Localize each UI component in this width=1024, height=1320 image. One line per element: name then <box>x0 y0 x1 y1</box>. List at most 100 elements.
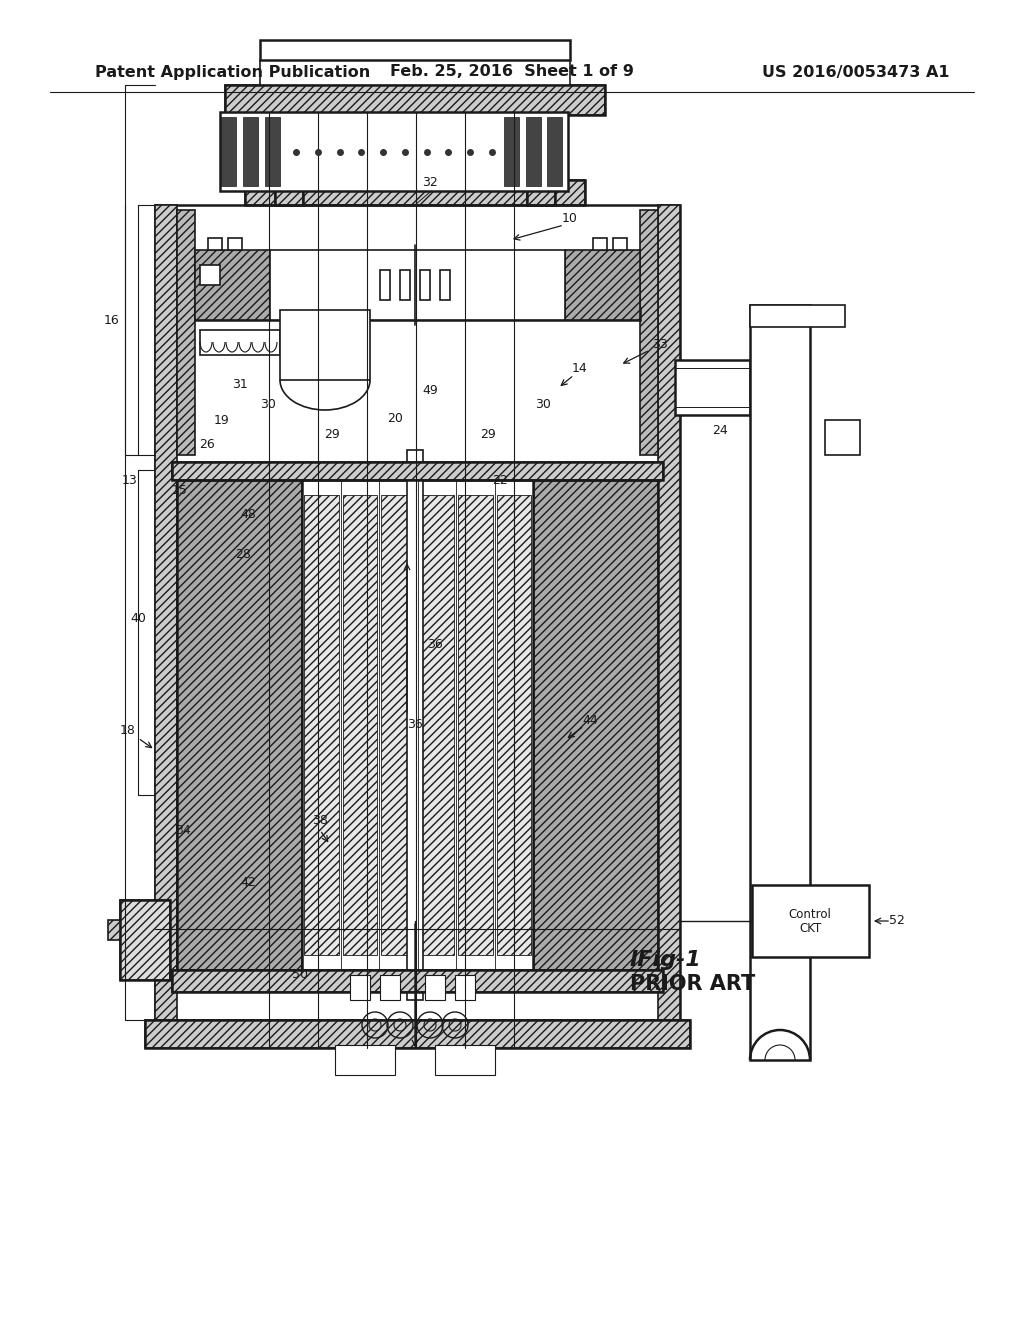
Bar <box>400 271 410 300</box>
Bar <box>380 271 390 300</box>
Bar <box>245 180 585 205</box>
Text: 44: 44 <box>582 714 598 726</box>
Bar <box>825 420 860 455</box>
Bar <box>260 59 570 84</box>
Text: 26: 26 <box>199 438 215 451</box>
Text: 52: 52 <box>889 915 905 928</box>
Bar <box>195 308 640 319</box>
Bar <box>303 115 527 123</box>
Bar <box>527 115 555 205</box>
Bar <box>220 112 568 191</box>
Text: 32: 32 <box>422 177 438 190</box>
Bar <box>640 210 658 455</box>
Text: 33: 33 <box>652 338 668 351</box>
Bar <box>120 900 170 979</box>
Bar <box>593 238 607 249</box>
Bar <box>504 117 519 186</box>
Text: 30: 30 <box>536 399 551 412</box>
Bar <box>228 238 242 249</box>
Bar <box>195 249 270 319</box>
Bar <box>225 84 605 115</box>
Text: 34: 34 <box>175 824 190 837</box>
Text: 30: 30 <box>260 399 275 412</box>
Bar <box>335 1045 395 1074</box>
Bar <box>527 115 555 205</box>
Bar <box>425 975 445 1001</box>
Text: 20: 20 <box>387 412 402 425</box>
Text: Patent Application Publication: Patent Application Publication <box>95 65 371 79</box>
Bar <box>342 495 377 954</box>
Text: 36: 36 <box>427 639 442 652</box>
Bar <box>565 249 640 319</box>
Bar <box>208 238 222 249</box>
Bar <box>225 84 605 115</box>
Bar <box>264 117 280 186</box>
Text: 15: 15 <box>172 483 188 496</box>
Bar <box>420 495 454 954</box>
Bar <box>675 360 750 414</box>
Bar <box>613 238 627 249</box>
Bar <box>172 970 663 993</box>
Bar <box>260 40 570 59</box>
Bar <box>172 462 663 480</box>
Bar <box>350 975 370 1001</box>
Bar <box>245 180 585 205</box>
Bar <box>440 271 450 300</box>
Text: 42: 42 <box>240 875 256 888</box>
Bar <box>381 495 416 954</box>
Bar <box>407 450 423 1001</box>
Bar <box>221 117 237 186</box>
Text: 40: 40 <box>130 611 146 624</box>
Text: 29: 29 <box>480 429 496 441</box>
Text: 28: 28 <box>236 549 251 561</box>
Bar <box>304 495 339 954</box>
Bar <box>177 480 302 970</box>
Bar <box>497 495 531 954</box>
Bar <box>458 495 493 954</box>
Polygon shape <box>200 265 220 285</box>
Text: Feb. 25, 2016  Sheet 1 of 9: Feb. 25, 2016 Sheet 1 of 9 <box>390 65 634 79</box>
Bar <box>750 305 845 327</box>
Text: 31: 31 <box>232 379 248 392</box>
Bar <box>200 330 280 355</box>
Text: 18: 18 <box>120 723 136 737</box>
Text: IFig-1: IFig-1 <box>630 950 701 970</box>
Bar <box>270 249 565 319</box>
Bar <box>108 920 120 940</box>
Text: 22: 22 <box>493 474 508 487</box>
Text: 14: 14 <box>572 362 588 375</box>
Bar <box>420 271 430 300</box>
Bar <box>534 480 658 970</box>
Text: 49: 49 <box>422 384 438 396</box>
Bar <box>172 970 663 993</box>
Bar <box>547 117 562 186</box>
Text: US 2016/0053473 A1: US 2016/0053473 A1 <box>763 65 950 79</box>
Text: 10: 10 <box>562 211 578 224</box>
Bar <box>380 975 400 1001</box>
Bar <box>177 210 195 455</box>
Text: 48: 48 <box>240 508 256 521</box>
Bar <box>658 205 680 1020</box>
Bar <box>275 115 303 205</box>
Bar <box>243 117 258 186</box>
Bar <box>435 1045 495 1074</box>
Bar <box>534 480 658 970</box>
Text: PRIOR ART: PRIOR ART <box>630 974 756 994</box>
Bar <box>280 310 370 380</box>
Bar <box>172 462 663 480</box>
Text: Control: Control <box>788 908 831 921</box>
Bar <box>275 115 303 205</box>
Bar <box>120 900 170 979</box>
Bar <box>145 1020 690 1048</box>
Text: 24: 24 <box>712 424 728 437</box>
Bar <box>525 117 541 186</box>
Bar <box>177 480 302 970</box>
Bar <box>752 884 869 957</box>
Bar <box>145 1020 690 1048</box>
Text: 38: 38 <box>312 813 328 826</box>
Bar <box>155 205 177 1020</box>
Text: 16: 16 <box>104 314 120 326</box>
Bar <box>455 975 475 1001</box>
Bar <box>750 305 810 1060</box>
Text: 13: 13 <box>122 474 138 487</box>
